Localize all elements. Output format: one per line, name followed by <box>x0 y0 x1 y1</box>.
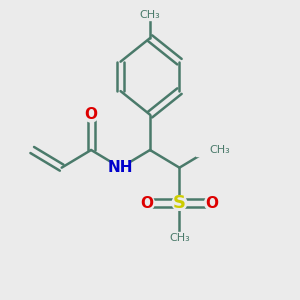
Circle shape <box>84 107 98 122</box>
Circle shape <box>205 196 219 210</box>
Text: O: O <box>85 107 98 122</box>
Text: CH₃: CH₃ <box>169 233 190 243</box>
Text: S: S <box>173 194 186 212</box>
Text: NH: NH <box>108 160 133 175</box>
Circle shape <box>172 196 187 210</box>
Text: CH₃: CH₃ <box>209 145 230 155</box>
Text: CH₃: CH₃ <box>140 10 160 20</box>
Bar <box>196 144 222 156</box>
Text: O: O <box>141 196 154 211</box>
Circle shape <box>140 196 154 210</box>
Circle shape <box>111 158 130 177</box>
Bar <box>166 232 193 244</box>
Text: O: O <box>205 196 218 211</box>
Bar <box>137 9 163 20</box>
